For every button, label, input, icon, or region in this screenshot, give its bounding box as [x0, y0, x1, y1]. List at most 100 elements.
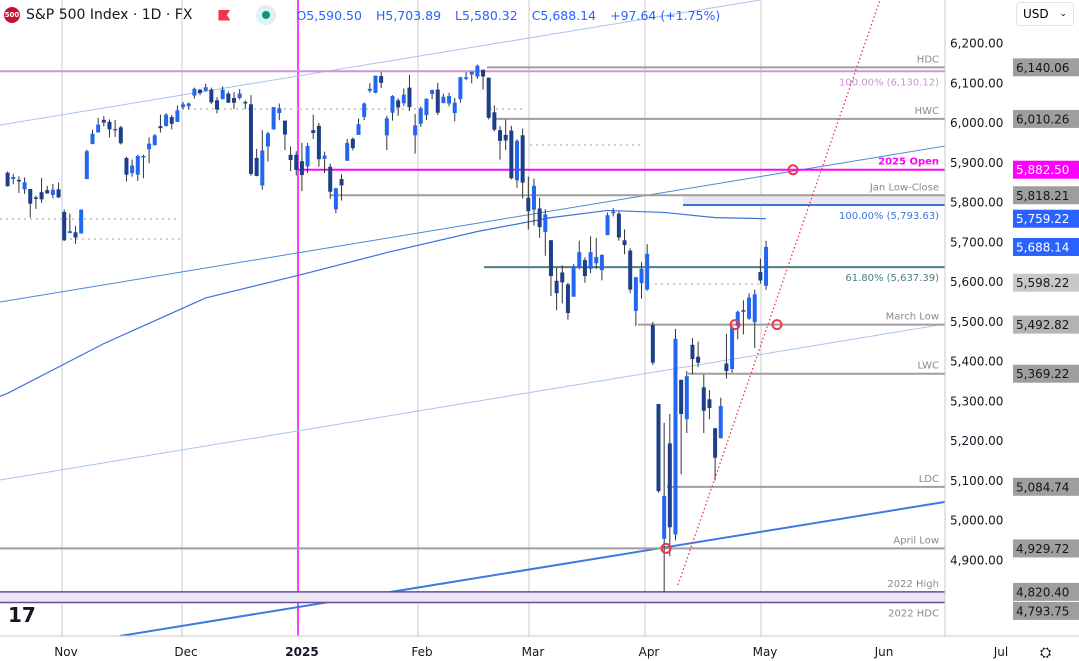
- candle: [181, 101, 186, 110]
- symbol-title[interactable]: S&P 500 Index · 1D · FX: [26, 7, 193, 23]
- candle-body: [662, 495, 667, 539]
- candle-body: [582, 260, 587, 277]
- price-tag: [1013, 237, 1079, 256]
- level-label: 100.00% (6,130.12): [839, 77, 939, 88]
- rising-trendline: [677, 0, 881, 586]
- candle-body: [628, 250, 633, 290]
- candle-body: [345, 142, 350, 161]
- candle-body: [418, 108, 423, 124]
- price-tag: [1013, 315, 1079, 334]
- level-label: Jan Low-Close: [869, 182, 939, 193]
- candle: [741, 300, 746, 335]
- candle-body: [531, 185, 536, 210]
- upper-channel-line: [0, 0, 761, 126]
- price-tick-label: 5,000.00: [950, 514, 1003, 528]
- price-tag: [1013, 109, 1079, 128]
- candle: [328, 163, 333, 199]
- time-tick-label: Nov: [54, 645, 77, 659]
- candle: [288, 146, 293, 172]
- red-flag-icon[interactable]: [218, 9, 231, 21]
- settings-icon[interactable]: ⛭: [1040, 645, 1052, 661]
- level-label: 2022 HDC: [888, 608, 939, 619]
- candle: [611, 208, 616, 217]
- candle-body: [39, 192, 44, 200]
- candle: [537, 197, 542, 238]
- candle: [209, 87, 214, 104]
- candle-body: [622, 240, 627, 246]
- candle-body: [28, 188, 33, 204]
- candle-body: [526, 197, 531, 212]
- candle-body: [633, 277, 638, 312]
- candle: [458, 76, 463, 103]
- time-tick-label: Feb: [411, 645, 432, 659]
- price-tag-label: 4,820.40: [1016, 585, 1069, 599]
- candle-body: [515, 140, 519, 181]
- candle-body: [73, 232, 78, 238]
- time-tick-label: Mar: [522, 645, 545, 659]
- candle: [599, 254, 604, 281]
- candle-body: [243, 101, 248, 104]
- candle-body: [730, 327, 735, 370]
- level-label: March Low: [886, 312, 939, 323]
- candle-body: [294, 154, 299, 170]
- level-label: April Low: [893, 535, 939, 546]
- candle-body: [16, 179, 21, 182]
- price-tag: [1013, 477, 1079, 496]
- candle-body: [209, 89, 214, 103]
- candle: [113, 119, 118, 137]
- candle-body: [447, 95, 452, 104]
- candle: [220, 86, 225, 100]
- candle: [492, 105, 497, 132]
- candle: [633, 276, 638, 327]
- candle-body: [124, 157, 129, 175]
- candle-body: [679, 379, 684, 414]
- candle-body: [741, 310, 746, 312]
- candle: [265, 131, 270, 162]
- candle-body: [220, 89, 225, 100]
- candle: [198, 89, 203, 96]
- candle-body: [430, 90, 435, 94]
- price-tick-label: 6,000.00: [950, 116, 1003, 130]
- candle-body: [367, 88, 372, 91]
- price-tag-label: 6,010.26: [1016, 112, 1069, 126]
- lower-channel-line: [0, 323, 946, 481]
- marker-circle-icon: [729, 319, 741, 331]
- candle: [107, 119, 112, 138]
- candle: [84, 149, 89, 180]
- currency-dropdown[interactable]: USD ⌄: [1016, 2, 1074, 26]
- candle-body: [260, 150, 265, 186]
- level-label: 2022 High: [887, 579, 939, 590]
- candle: [628, 248, 633, 294]
- candle-body: [215, 100, 220, 110]
- candle-body: [413, 125, 418, 136]
- candle: [45, 185, 50, 194]
- candle-body: [554, 280, 559, 294]
- candle-body: [469, 71, 474, 75]
- candle: [237, 89, 242, 100]
- candle: [582, 257, 587, 283]
- candle: [277, 103, 282, 121]
- candle-body: [452, 102, 457, 114]
- candle-body: [577, 252, 582, 269]
- candle: [379, 72, 384, 89]
- price-tag: [1013, 582, 1079, 601]
- candle: [152, 134, 157, 146]
- candle: [305, 142, 310, 174]
- price-tag-label: 5,492.82: [1016, 318, 1069, 332]
- ohlc-close: C5,688.14: [531, 7, 597, 23]
- candle-body: [356, 124, 361, 135]
- candle-body: [232, 97, 236, 103]
- candle-body: [764, 246, 769, 286]
- candle-body: [656, 404, 661, 492]
- candle: [339, 174, 344, 201]
- candle: [667, 413, 672, 557]
- price-tag-label: 5,688.14: [1016, 240, 1069, 254]
- candle-body: [486, 77, 491, 118]
- candle: [56, 182, 61, 199]
- symbol-badge: 500: [4, 7, 20, 23]
- candle: [594, 237, 599, 269]
- candle: [560, 265, 565, 304]
- time-axis: [0, 636, 1030, 661]
- candle: [248, 95, 253, 176]
